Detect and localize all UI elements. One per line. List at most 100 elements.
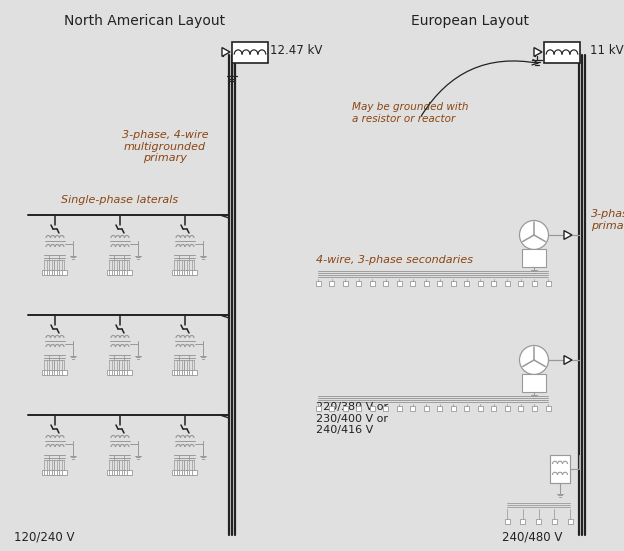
Bar — [478, 406, 483, 411]
Bar — [329, 406, 334, 411]
Bar — [109, 370, 114, 375]
Bar — [437, 406, 442, 411]
Text: North American Layout: North American Layout — [64, 14, 225, 28]
Bar — [424, 281, 429, 286]
Bar — [107, 370, 112, 375]
Bar — [127, 370, 132, 375]
Bar — [52, 370, 57, 375]
Bar — [182, 470, 187, 475]
Bar — [107, 270, 112, 275]
Bar — [383, 406, 388, 411]
Bar — [184, 370, 189, 375]
Bar — [119, 370, 124, 375]
Bar — [356, 281, 361, 286]
Bar — [112, 270, 117, 275]
Bar — [172, 470, 177, 475]
Bar — [316, 281, 321, 286]
Bar — [478, 281, 483, 286]
Bar — [122, 470, 127, 475]
Text: Single-phase laterals: Single-phase laterals — [61, 195, 178, 205]
Bar — [504, 519, 510, 524]
Bar — [124, 370, 129, 375]
Bar — [57, 370, 62, 375]
Bar — [182, 270, 187, 275]
Text: European Layout: European Layout — [411, 14, 529, 28]
Bar — [397, 281, 402, 286]
Bar — [192, 270, 197, 275]
Bar — [49, 470, 54, 475]
Bar — [545, 281, 550, 286]
Bar — [52, 470, 57, 475]
Text: 11 kV: 11 kV — [590, 44, 623, 57]
Bar — [117, 370, 122, 375]
Bar — [42, 470, 47, 475]
Bar — [59, 270, 64, 275]
Polygon shape — [222, 47, 230, 56]
Bar — [179, 470, 184, 475]
Bar — [182, 270, 187, 275]
Bar — [109, 270, 114, 275]
Bar — [54, 370, 59, 375]
Bar — [114, 470, 119, 475]
Bar — [174, 470, 179, 475]
Circle shape — [520, 220, 548, 250]
Bar — [232, 42, 268, 63]
Bar — [182, 470, 187, 475]
Bar — [127, 470, 132, 475]
Bar — [343, 281, 348, 286]
Bar — [47, 270, 52, 275]
Bar — [451, 281, 456, 286]
Bar — [522, 249, 546, 267]
Bar — [47, 470, 52, 475]
Bar — [189, 370, 194, 375]
Bar — [356, 406, 361, 411]
Bar — [174, 270, 179, 275]
Bar — [119, 270, 124, 275]
Text: 120/240 V: 120/240 V — [14, 530, 74, 543]
Text: 3-phase, 4-wire
multigrounded
primary: 3-phase, 4-wire multigrounded primary — [122, 130, 208, 163]
Bar — [172, 370, 177, 375]
Bar — [522, 374, 546, 392]
Bar — [192, 470, 197, 475]
Bar — [179, 270, 184, 275]
Bar — [505, 281, 510, 286]
Text: May be grounded with
a resistor or reactor: May be grounded with a resistor or react… — [352, 102, 469, 123]
Bar — [424, 406, 429, 411]
Bar — [369, 281, 374, 286]
Bar — [316, 406, 321, 411]
Bar — [464, 406, 469, 411]
Bar — [112, 370, 117, 375]
Bar — [52, 270, 57, 275]
Bar — [177, 370, 182, 375]
Bar — [182, 370, 187, 375]
Bar — [59, 370, 64, 375]
Bar — [117, 270, 122, 275]
Bar — [397, 406, 402, 411]
Bar — [124, 470, 129, 475]
Bar — [122, 370, 127, 375]
Bar — [172, 270, 177, 275]
Bar — [127, 270, 132, 275]
Bar — [187, 370, 192, 375]
Bar — [62, 470, 67, 475]
Bar — [54, 270, 59, 275]
Bar — [519, 406, 524, 411]
Bar — [369, 406, 374, 411]
Bar — [184, 270, 189, 275]
Bar — [52, 270, 57, 275]
Bar — [187, 470, 192, 475]
Bar — [329, 281, 334, 286]
Bar — [107, 470, 112, 475]
Bar — [62, 370, 67, 375]
Bar — [182, 370, 187, 375]
Bar — [519, 281, 524, 286]
Polygon shape — [564, 355, 572, 364]
Bar — [52, 470, 57, 475]
Bar — [44, 470, 49, 475]
Bar — [189, 470, 194, 475]
Bar — [57, 470, 62, 475]
Text: 220/380 V or
230/400 V or
240/416 V: 220/380 V or 230/400 V or 240/416 V — [316, 402, 388, 435]
Bar — [49, 370, 54, 375]
Bar — [44, 270, 49, 275]
Bar — [545, 406, 550, 411]
